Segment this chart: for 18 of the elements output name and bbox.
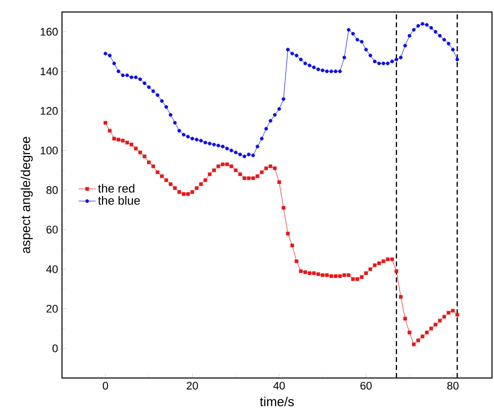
y-tick-label: 100 <box>40 146 58 154</box>
y-axis-title: aspect angle/degree <box>20 136 33 254</box>
x-axis-title: time/s <box>260 396 294 406</box>
y-tick-label: 80 <box>46 186 58 194</box>
y-tick-label: 40 <box>46 265 58 274</box>
y-tick-label: 140 <box>40 67 58 76</box>
x-tick-label: 80 <box>447 382 459 390</box>
y-tick-label: 120 <box>40 107 58 115</box>
y-tick-label: 160 <box>40 28 58 36</box>
legend-label: the blue <box>98 196 140 205</box>
y-tick-label: 0 <box>52 344 58 352</box>
x-tick-label: 20 <box>186 382 198 390</box>
x-tick-label: 0 <box>102 382 108 390</box>
x-tick-label: 60 <box>360 382 372 390</box>
x-tick-label: 40 <box>273 382 285 390</box>
y-tick-label: 60 <box>46 226 58 234</box>
y-tick-label: 20 <box>46 304 58 313</box>
legend-label: the red <box>98 184 134 193</box>
